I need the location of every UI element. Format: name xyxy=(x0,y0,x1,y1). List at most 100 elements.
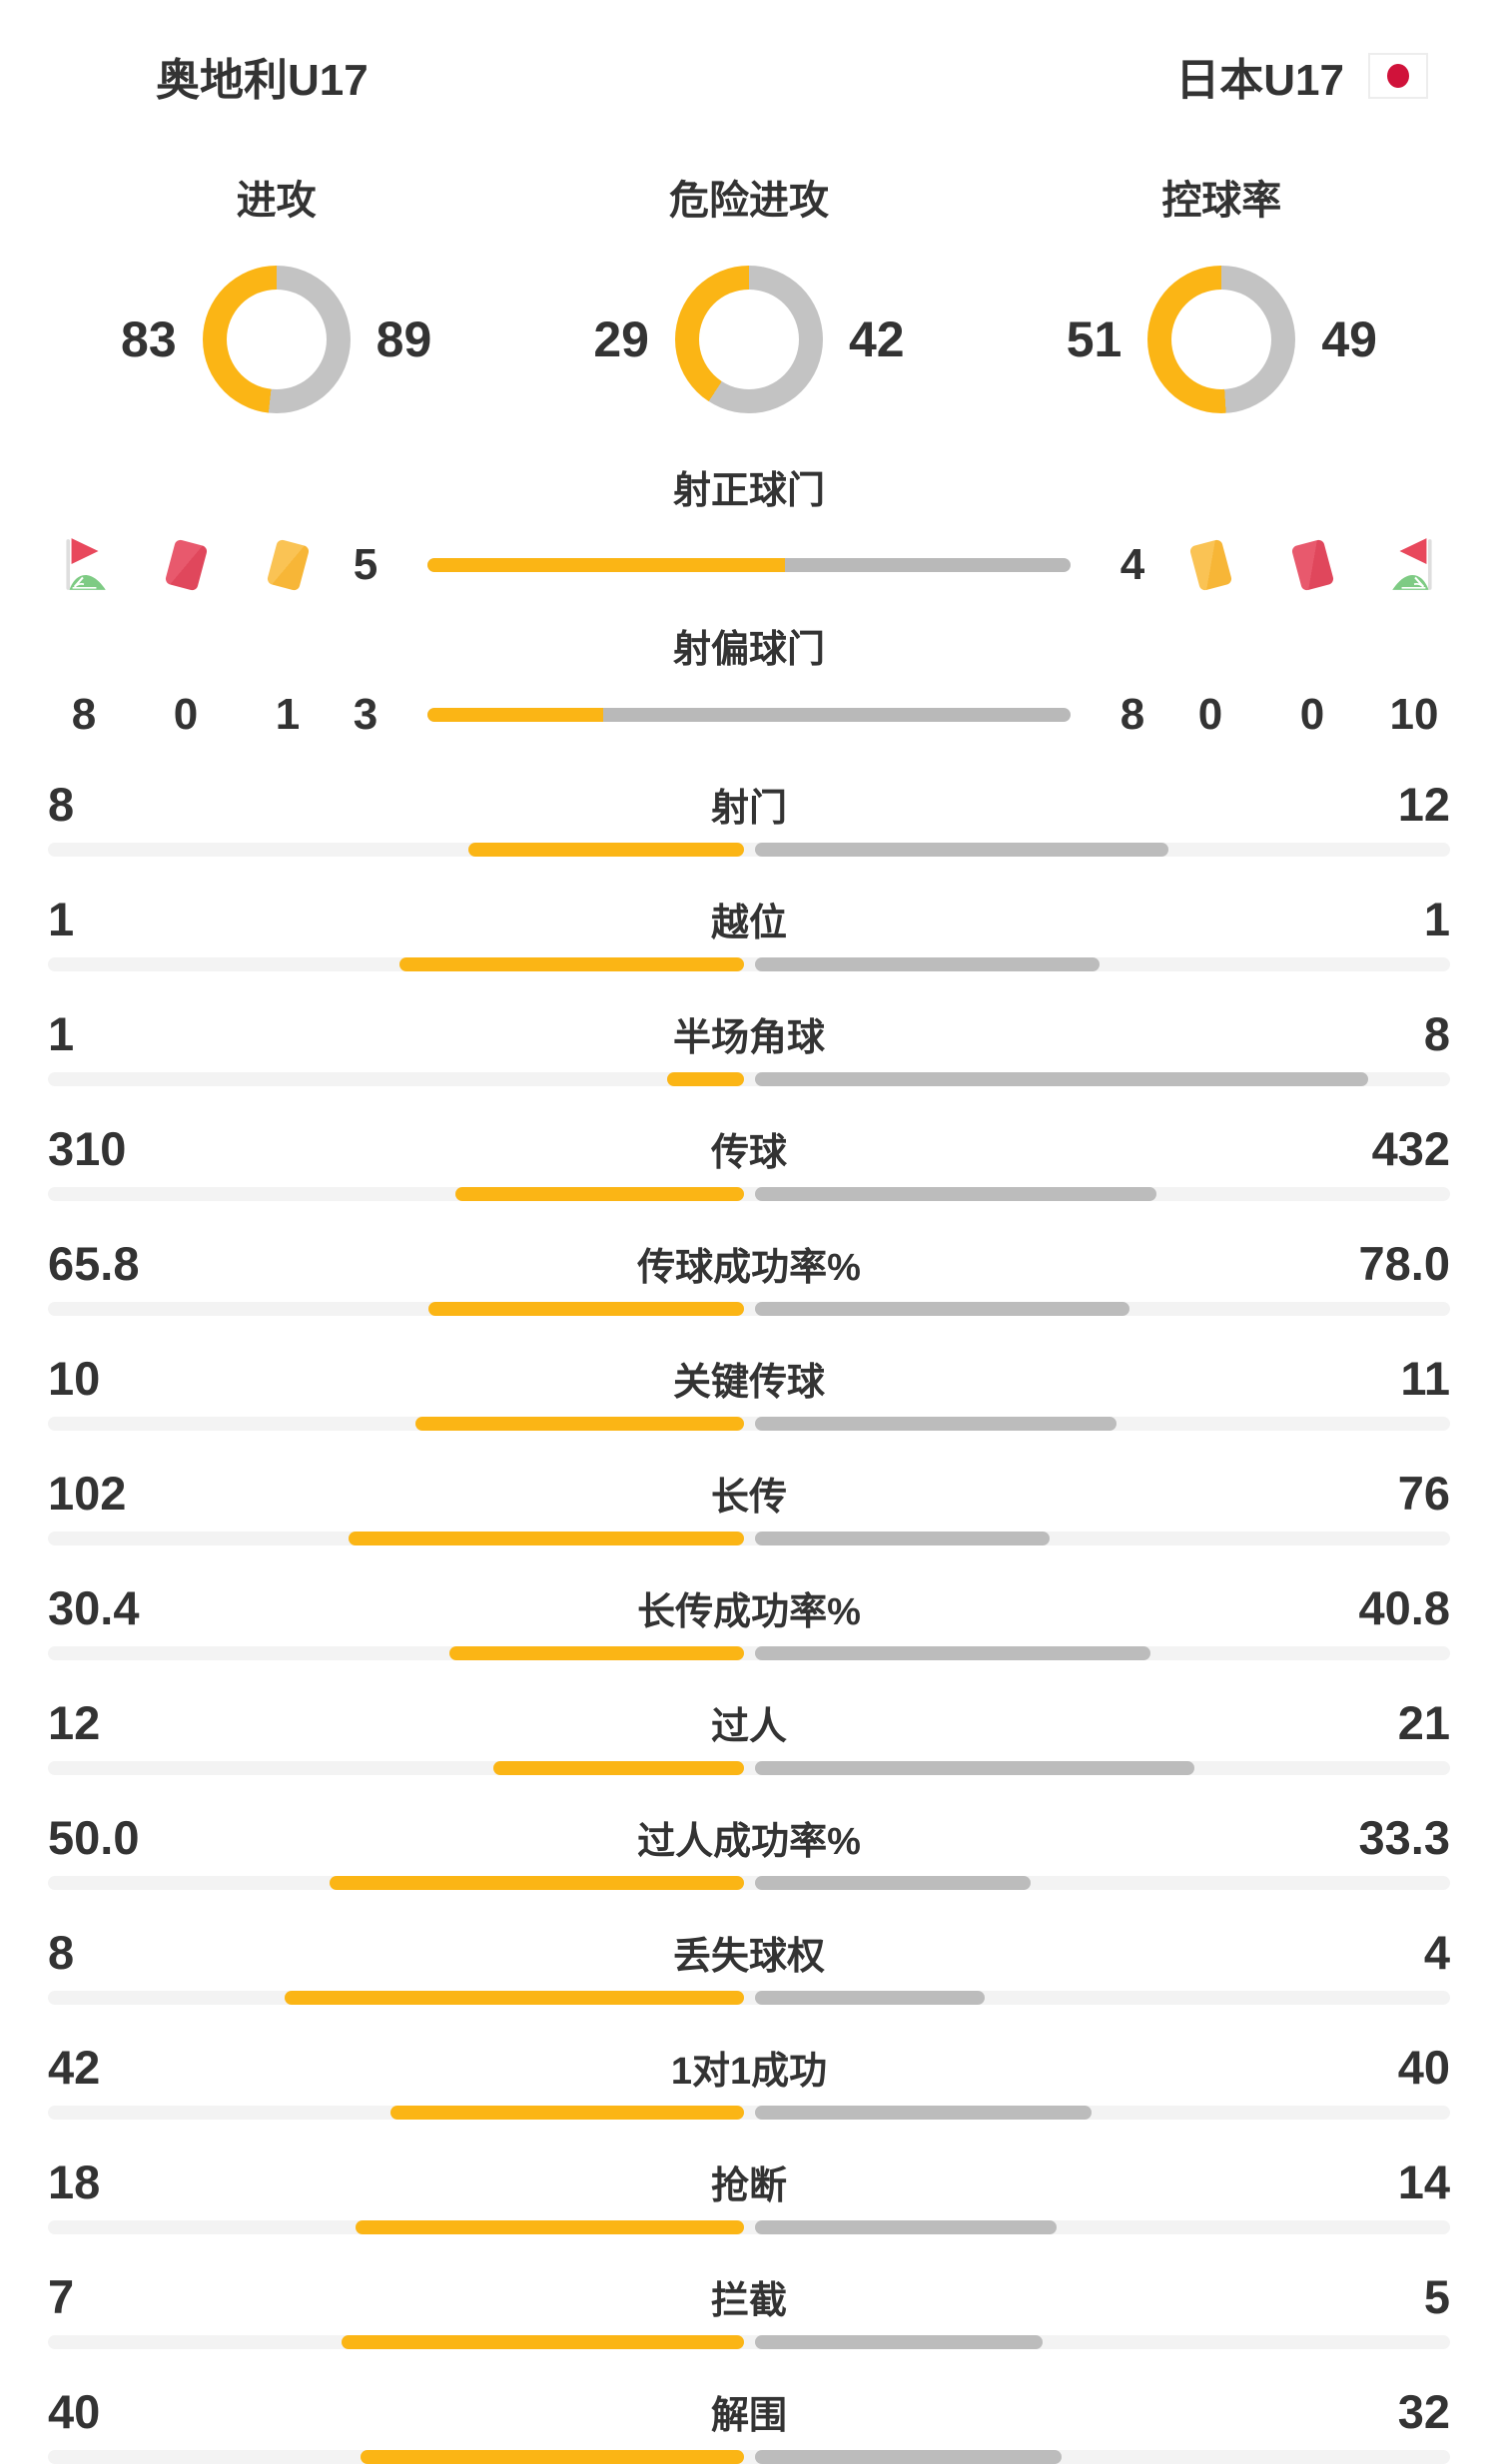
away-team: 日本U17 xyxy=(1175,44,1428,108)
home-value: 42 xyxy=(48,2041,101,2094)
stat-row-possession-lost: 8 丢失球权 4 xyxy=(48,1925,1450,2005)
away-bar xyxy=(755,2335,1043,2349)
home-team: 奥地利U17 xyxy=(70,44,369,108)
home-bar xyxy=(349,1532,744,1545)
stat-label: 传球 xyxy=(710,1132,787,1174)
home-value: 1 xyxy=(48,893,75,945)
stat-label: 越位 xyxy=(710,903,787,944)
away-bar xyxy=(755,843,1169,857)
shots-on-target-row: 5 4 xyxy=(0,532,1498,598)
away-corners-count: 10 xyxy=(1389,690,1439,739)
donut-attacks: 进攻 83 89 xyxy=(40,168,512,413)
away-value: 14 xyxy=(1397,2156,1450,2208)
donut-chart xyxy=(202,266,351,413)
away-value: 5 xyxy=(1423,2270,1450,2323)
away-bar xyxy=(755,1302,1129,1316)
donut-title: 危险进攻 xyxy=(668,179,829,223)
shots-off-target-row: 8 0 1 3 8 0 0 10 xyxy=(0,687,1498,743)
stat-bar xyxy=(48,1532,1450,1545)
home-bar xyxy=(467,843,744,857)
stat-label: 射门 xyxy=(710,788,787,830)
stat-row-long-balls: 102 长传 76 xyxy=(48,1466,1450,1545)
stat-bar xyxy=(48,2450,1450,2464)
donut-section: 进攻 83 89 危险进攻 29 42 控球率 51 49 xyxy=(0,168,1498,413)
home-corners-count: 8 xyxy=(71,690,97,739)
home-team-name: 奥地利U17 xyxy=(156,56,369,105)
home-bar xyxy=(667,1072,744,1086)
stat-bar xyxy=(48,2335,1450,2349)
away-bar xyxy=(755,957,1101,971)
stat-row-duels-won: 42 1对1成功 40 xyxy=(48,2040,1450,2120)
stat-row-interceptions: 7 拦截 5 xyxy=(48,2269,1450,2349)
stat-bar xyxy=(48,2106,1450,2120)
home-bar xyxy=(356,2220,744,2234)
stat-label: 长传 xyxy=(710,1477,787,1519)
home-value: 51 xyxy=(1066,311,1123,367)
stat-label: 关键传球 xyxy=(672,1362,825,1404)
away-bar xyxy=(755,2450,1063,2464)
home-bar xyxy=(427,708,603,722)
stat-label: 拦截 xyxy=(710,2280,787,2322)
home-bar xyxy=(427,1302,744,1316)
home-bar xyxy=(284,1991,744,2005)
stat-label: 长传成功率% xyxy=(637,1591,861,1633)
away-bar xyxy=(755,1761,1194,1775)
away-bar xyxy=(755,1072,1368,1086)
home-cards-corners-icons xyxy=(52,534,320,596)
stat-row-dribbles: 12 过人 21 xyxy=(48,1695,1450,1775)
home-red-cards-count: 0 xyxy=(173,690,199,739)
donut-dangerous-attacks: 危险进攻 29 42 xyxy=(512,168,985,413)
home-bar xyxy=(427,558,786,572)
away-bar xyxy=(755,2220,1058,2234)
home-bar xyxy=(361,2450,744,2464)
away-yellow-cards-count: 0 xyxy=(1197,690,1223,739)
home-value: 18 xyxy=(48,2156,101,2208)
away-value: 1 xyxy=(1423,893,1450,945)
stat-bar xyxy=(48,1072,1450,1086)
away-value: 76 xyxy=(1397,1467,1450,1520)
stat-row-tackles: 18 抢断 14 xyxy=(48,2155,1450,2234)
away-value: 78.0 xyxy=(1358,1237,1450,1290)
away-value: 40 xyxy=(1397,2041,1450,2094)
home-value: 8 xyxy=(48,778,75,831)
stat-label: 丢失球权 xyxy=(672,1936,825,1978)
stat-row-pass-success: 65.8 传球成功率% 78.0 xyxy=(48,1236,1450,1316)
home-bar xyxy=(492,1761,744,1775)
away-bar xyxy=(755,1417,1117,1431)
stat-row-dribble-success: 50.0 过人成功率% 33.3 xyxy=(48,1810,1450,1890)
yellow-card-icon xyxy=(1178,534,1242,596)
home-value: 29 xyxy=(593,311,649,367)
stat-row-key-passes: 10 关键传球 11 xyxy=(48,1351,1450,1431)
home-shots-off-target: 3 xyxy=(353,690,378,739)
away-value: 432 xyxy=(1371,1122,1450,1175)
donut-chart xyxy=(1147,266,1296,413)
home-value: 1 xyxy=(48,1007,75,1060)
away-value: 21 xyxy=(1397,1696,1450,1749)
home-bar xyxy=(390,2106,744,2120)
stat-bar xyxy=(48,843,1450,857)
shots-section: 射正球门 5 4 xyxy=(0,459,1498,743)
home-bar xyxy=(398,957,744,971)
away-value: 11 xyxy=(1400,1352,1450,1405)
home-value: 83 xyxy=(121,311,177,367)
stat-bar xyxy=(48,2220,1450,2234)
home-value: 40 xyxy=(48,2385,101,2438)
stat-label: 过人 xyxy=(710,1706,787,1748)
stat-row-clearances: 40 解围 32 xyxy=(48,2384,1450,2464)
home-shots-on-target: 5 xyxy=(353,540,378,589)
red-card-icon xyxy=(154,534,218,596)
away-bar xyxy=(755,1646,1150,1660)
away-value: 32 xyxy=(1397,2385,1450,2438)
donut-title: 控球率 xyxy=(1161,179,1282,223)
stat-row-passes: 310 传球 432 xyxy=(48,1121,1450,1201)
away-value: 40.8 xyxy=(1358,1581,1450,1634)
home-value: 12 xyxy=(48,1696,101,1749)
away-value: 49 xyxy=(1321,311,1377,367)
stat-label: 过人成功率% xyxy=(637,1821,861,1863)
stat-row-long-ball-success: 30.4 长传成功率% 40.8 xyxy=(48,1580,1450,1660)
away-team-name: 日本U17 xyxy=(1175,56,1344,105)
stat-bar xyxy=(48,957,1450,971)
corner-flag-icon xyxy=(1382,534,1446,596)
stat-row-shots: 8 射门 12 xyxy=(48,777,1450,857)
away-cards-corners-icons xyxy=(1178,534,1446,596)
